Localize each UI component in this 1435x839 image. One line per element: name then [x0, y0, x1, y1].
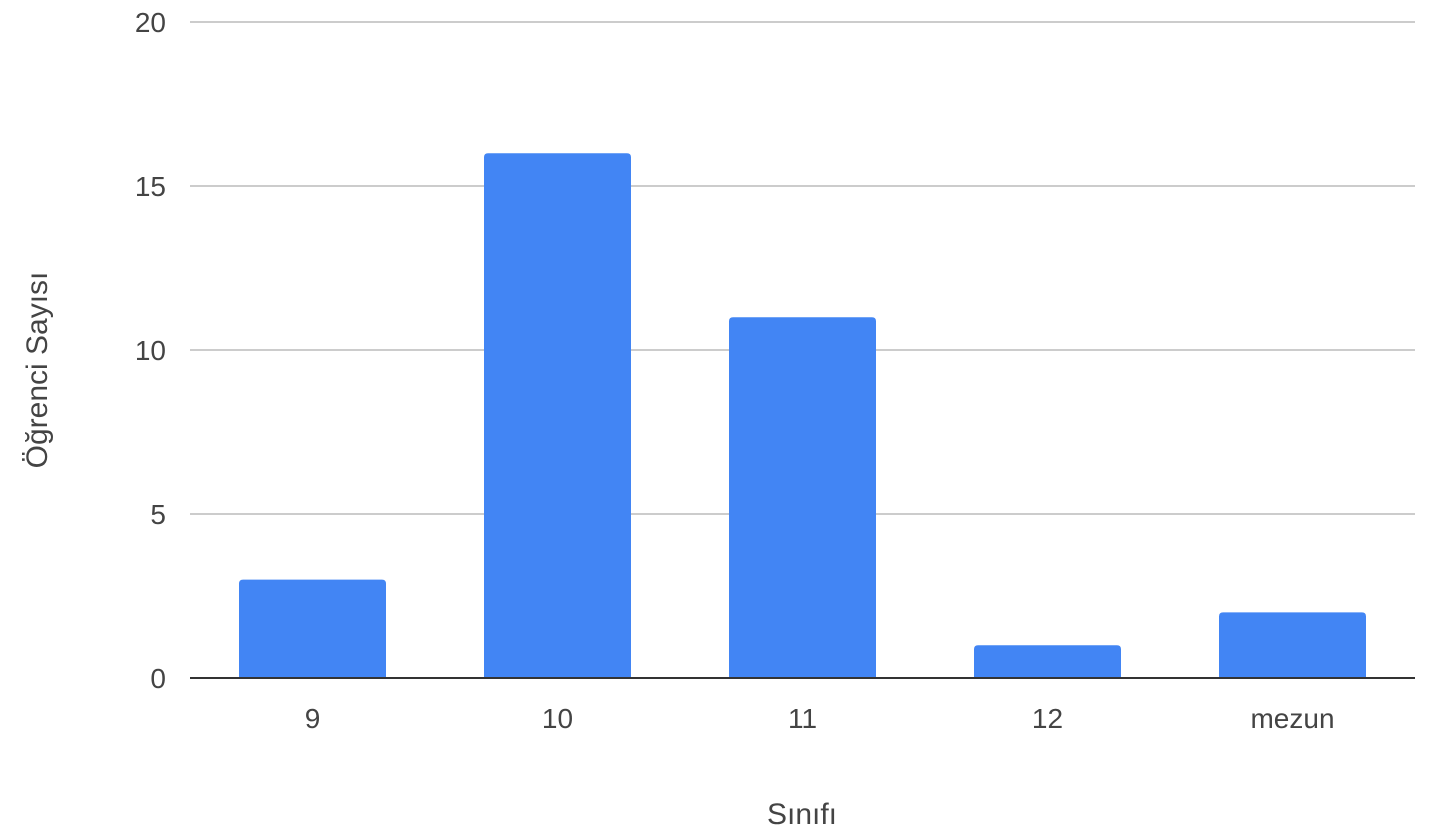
- y-tick-label: 0: [150, 663, 166, 694]
- y-axis-title: Öğrenci Sayısı: [21, 272, 54, 469]
- bar-9: [239, 579, 386, 678]
- tick-labels: 0 5 10 15 20 9 10 11 12 mezun: [135, 7, 1335, 734]
- y-tick-label: 5: [150, 499, 166, 530]
- y-tick-label: 15: [135, 171, 166, 202]
- x-tick-label: mezun: [1250, 703, 1334, 734]
- bar-10: [484, 153, 631, 678]
- bar-mezun: [1219, 612, 1366, 678]
- x-axis-title: Sınıfı: [767, 798, 837, 831]
- bar-12: [974, 645, 1121, 678]
- x-tick-label: 9: [305, 703, 321, 734]
- x-tick-label: 11: [788, 703, 817, 734]
- x-tick-label: 10: [542, 703, 573, 734]
- bars: [239, 153, 1366, 678]
- y-tick-label: 20: [135, 7, 166, 38]
- bar-11: [729, 317, 876, 678]
- y-tick-label: 10: [135, 335, 166, 366]
- x-tick-label: 12: [1032, 703, 1063, 734]
